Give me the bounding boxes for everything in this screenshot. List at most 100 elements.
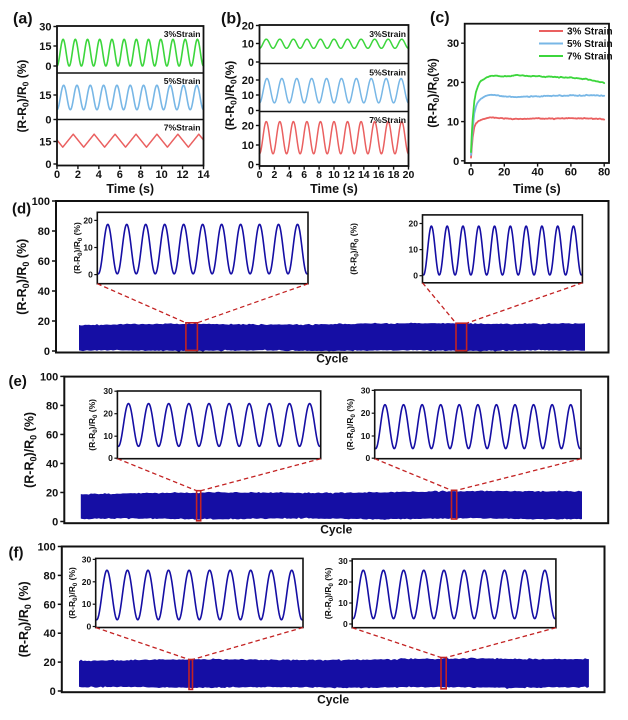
svg-text:Cycle: Cycle bbox=[317, 693, 349, 707]
svg-text:20: 20 bbox=[242, 75, 254, 87]
svg-text:0: 0 bbox=[343, 619, 348, 629]
svg-text:30: 30 bbox=[82, 554, 92, 564]
svg-text:10: 10 bbox=[83, 243, 93, 253]
svg-text:5%Strain: 5%Strain bbox=[369, 68, 406, 78]
svg-text:10: 10 bbox=[361, 431, 371, 441]
svg-text:5% Strain: 5% Strain bbox=[567, 39, 613, 50]
svg-text:10: 10 bbox=[328, 169, 340, 181]
svg-text:0: 0 bbox=[54, 169, 60, 181]
svg-text:0: 0 bbox=[45, 61, 51, 73]
svg-text:0: 0 bbox=[86, 622, 91, 632]
svg-text:20: 20 bbox=[242, 21, 254, 33]
svg-text:10: 10 bbox=[156, 169, 168, 181]
svg-text:100: 100 bbox=[37, 542, 55, 554]
svg-text:2: 2 bbox=[271, 169, 277, 181]
svg-text:20: 20 bbox=[242, 121, 254, 133]
svg-text:(e): (e) bbox=[9, 373, 27, 390]
svg-text:(R-R0)/R0 (%): (R-R0)/R0 (%) bbox=[17, 581, 33, 657]
svg-text:Time (s): Time (s) bbox=[310, 182, 358, 196]
svg-text:0: 0 bbox=[44, 346, 50, 358]
svg-text:0: 0 bbox=[453, 156, 459, 168]
svg-text:10: 10 bbox=[103, 431, 113, 441]
svg-text:2: 2 bbox=[75, 169, 81, 181]
svg-text:4: 4 bbox=[96, 169, 103, 181]
svg-text:20: 20 bbox=[82, 577, 92, 587]
svg-text:14: 14 bbox=[197, 169, 210, 181]
svg-text:40: 40 bbox=[531, 167, 543, 179]
svg-text:40: 40 bbox=[46, 458, 58, 470]
svg-text:30: 30 bbox=[338, 556, 348, 566]
svg-text:6: 6 bbox=[301, 169, 307, 181]
svg-text:0: 0 bbox=[365, 453, 370, 463]
svg-text:0: 0 bbox=[45, 159, 51, 171]
svg-text:Time (s): Time (s) bbox=[513, 182, 561, 196]
svg-text:100: 100 bbox=[40, 371, 58, 383]
svg-text:(R-R0)/R0 (%): (R-R0)/R0 (%) bbox=[345, 398, 357, 450]
svg-text:20: 20 bbox=[361, 408, 371, 418]
svg-text:7%Strain: 7%Strain bbox=[164, 123, 201, 133]
svg-text:10: 10 bbox=[447, 117, 459, 129]
svg-text:(R-R0)/R0 (%): (R-R0)/R0 (%) bbox=[349, 223, 361, 275]
svg-text:20: 20 bbox=[44, 657, 56, 669]
svg-text:40: 40 bbox=[44, 628, 56, 640]
svg-text:20: 20 bbox=[498, 167, 510, 179]
svg-text:20: 20 bbox=[338, 577, 348, 587]
svg-text:(R-R0)/R0(%): (R-R0)/R0(%) bbox=[223, 61, 239, 131]
svg-text:40: 40 bbox=[38, 286, 50, 298]
svg-text:3% Strain: 3% Strain bbox=[567, 27, 613, 38]
svg-text:20: 20 bbox=[409, 219, 419, 229]
svg-text:30: 30 bbox=[447, 38, 459, 50]
svg-text:7%Strain: 7%Strain bbox=[369, 115, 406, 125]
svg-text:0: 0 bbox=[88, 270, 93, 280]
svg-text:20: 20 bbox=[46, 487, 58, 499]
svg-text:80: 80 bbox=[44, 570, 56, 582]
svg-text:(f): (f) bbox=[9, 545, 24, 562]
svg-text:10: 10 bbox=[242, 39, 254, 51]
svg-text:80: 80 bbox=[38, 226, 50, 238]
svg-text:10: 10 bbox=[409, 245, 419, 255]
svg-text:(a): (a) bbox=[13, 11, 33, 28]
svg-text:30: 30 bbox=[103, 386, 113, 396]
svg-text:5%Strain: 5%Strain bbox=[164, 76, 201, 86]
svg-text:100: 100 bbox=[32, 196, 50, 208]
svg-text:20: 20 bbox=[403, 169, 415, 181]
svg-text:0: 0 bbox=[50, 686, 56, 698]
svg-text:60: 60 bbox=[38, 256, 50, 268]
svg-text:15: 15 bbox=[39, 137, 51, 149]
svg-text:10: 10 bbox=[242, 90, 254, 102]
svg-text:20: 20 bbox=[103, 409, 113, 419]
svg-text:4: 4 bbox=[286, 169, 292, 181]
svg-text:(R-R0)/R0 (%): (R-R0)/R0 (%) bbox=[15, 239, 31, 315]
svg-text:10: 10 bbox=[338, 598, 348, 608]
svg-text:60: 60 bbox=[565, 167, 577, 179]
svg-text:10: 10 bbox=[242, 140, 254, 152]
svg-text:20: 20 bbox=[38, 316, 50, 328]
svg-text:0: 0 bbox=[248, 106, 254, 118]
svg-text:20: 20 bbox=[83, 215, 93, 225]
svg-text:20: 20 bbox=[447, 77, 459, 89]
svg-text:0: 0 bbox=[108, 453, 113, 463]
svg-text:18: 18 bbox=[388, 169, 400, 181]
svg-text:(d): (d) bbox=[12, 201, 31, 218]
svg-text:(R-R0)/R0 (%): (R-R0)/R0 (%) bbox=[323, 567, 335, 619]
svg-text:15: 15 bbox=[39, 41, 51, 53]
svg-text:(R-R0)/R0 (%): (R-R0)/R0 (%) bbox=[15, 60, 31, 133]
svg-text:3%Strain: 3%Strain bbox=[164, 29, 201, 39]
svg-text:(R-R0)/R0 (%): (R-R0)/R0 (%) bbox=[87, 399, 99, 451]
svg-text:(R-R0)/R0 (%): (R-R0)/R0 (%) bbox=[72, 222, 84, 274]
svg-text:(R-R0)/R0 (%): (R-R0)/R0 (%) bbox=[67, 567, 79, 619]
svg-text:Time (s): Time (s) bbox=[106, 182, 154, 196]
svg-text:80: 80 bbox=[46, 400, 58, 412]
svg-text:14: 14 bbox=[358, 169, 370, 181]
svg-text:0: 0 bbox=[52, 517, 58, 529]
svg-text:12: 12 bbox=[343, 169, 355, 181]
svg-text:(R-R0)/R0(%): (R-R0)/R0(%) bbox=[426, 58, 442, 128]
svg-text:80: 80 bbox=[598, 167, 610, 179]
svg-text:8: 8 bbox=[138, 169, 144, 181]
svg-text:3%Strain: 3%Strain bbox=[369, 29, 406, 39]
svg-text:0: 0 bbox=[248, 57, 254, 69]
svg-text:(R-R0)/R0 (%): (R-R0)/R0 (%) bbox=[23, 412, 39, 488]
svg-text:0: 0 bbox=[45, 115, 51, 127]
svg-text:7% Strain: 7% Strain bbox=[567, 52, 613, 63]
svg-text:Cycle: Cycle bbox=[316, 352, 348, 366]
